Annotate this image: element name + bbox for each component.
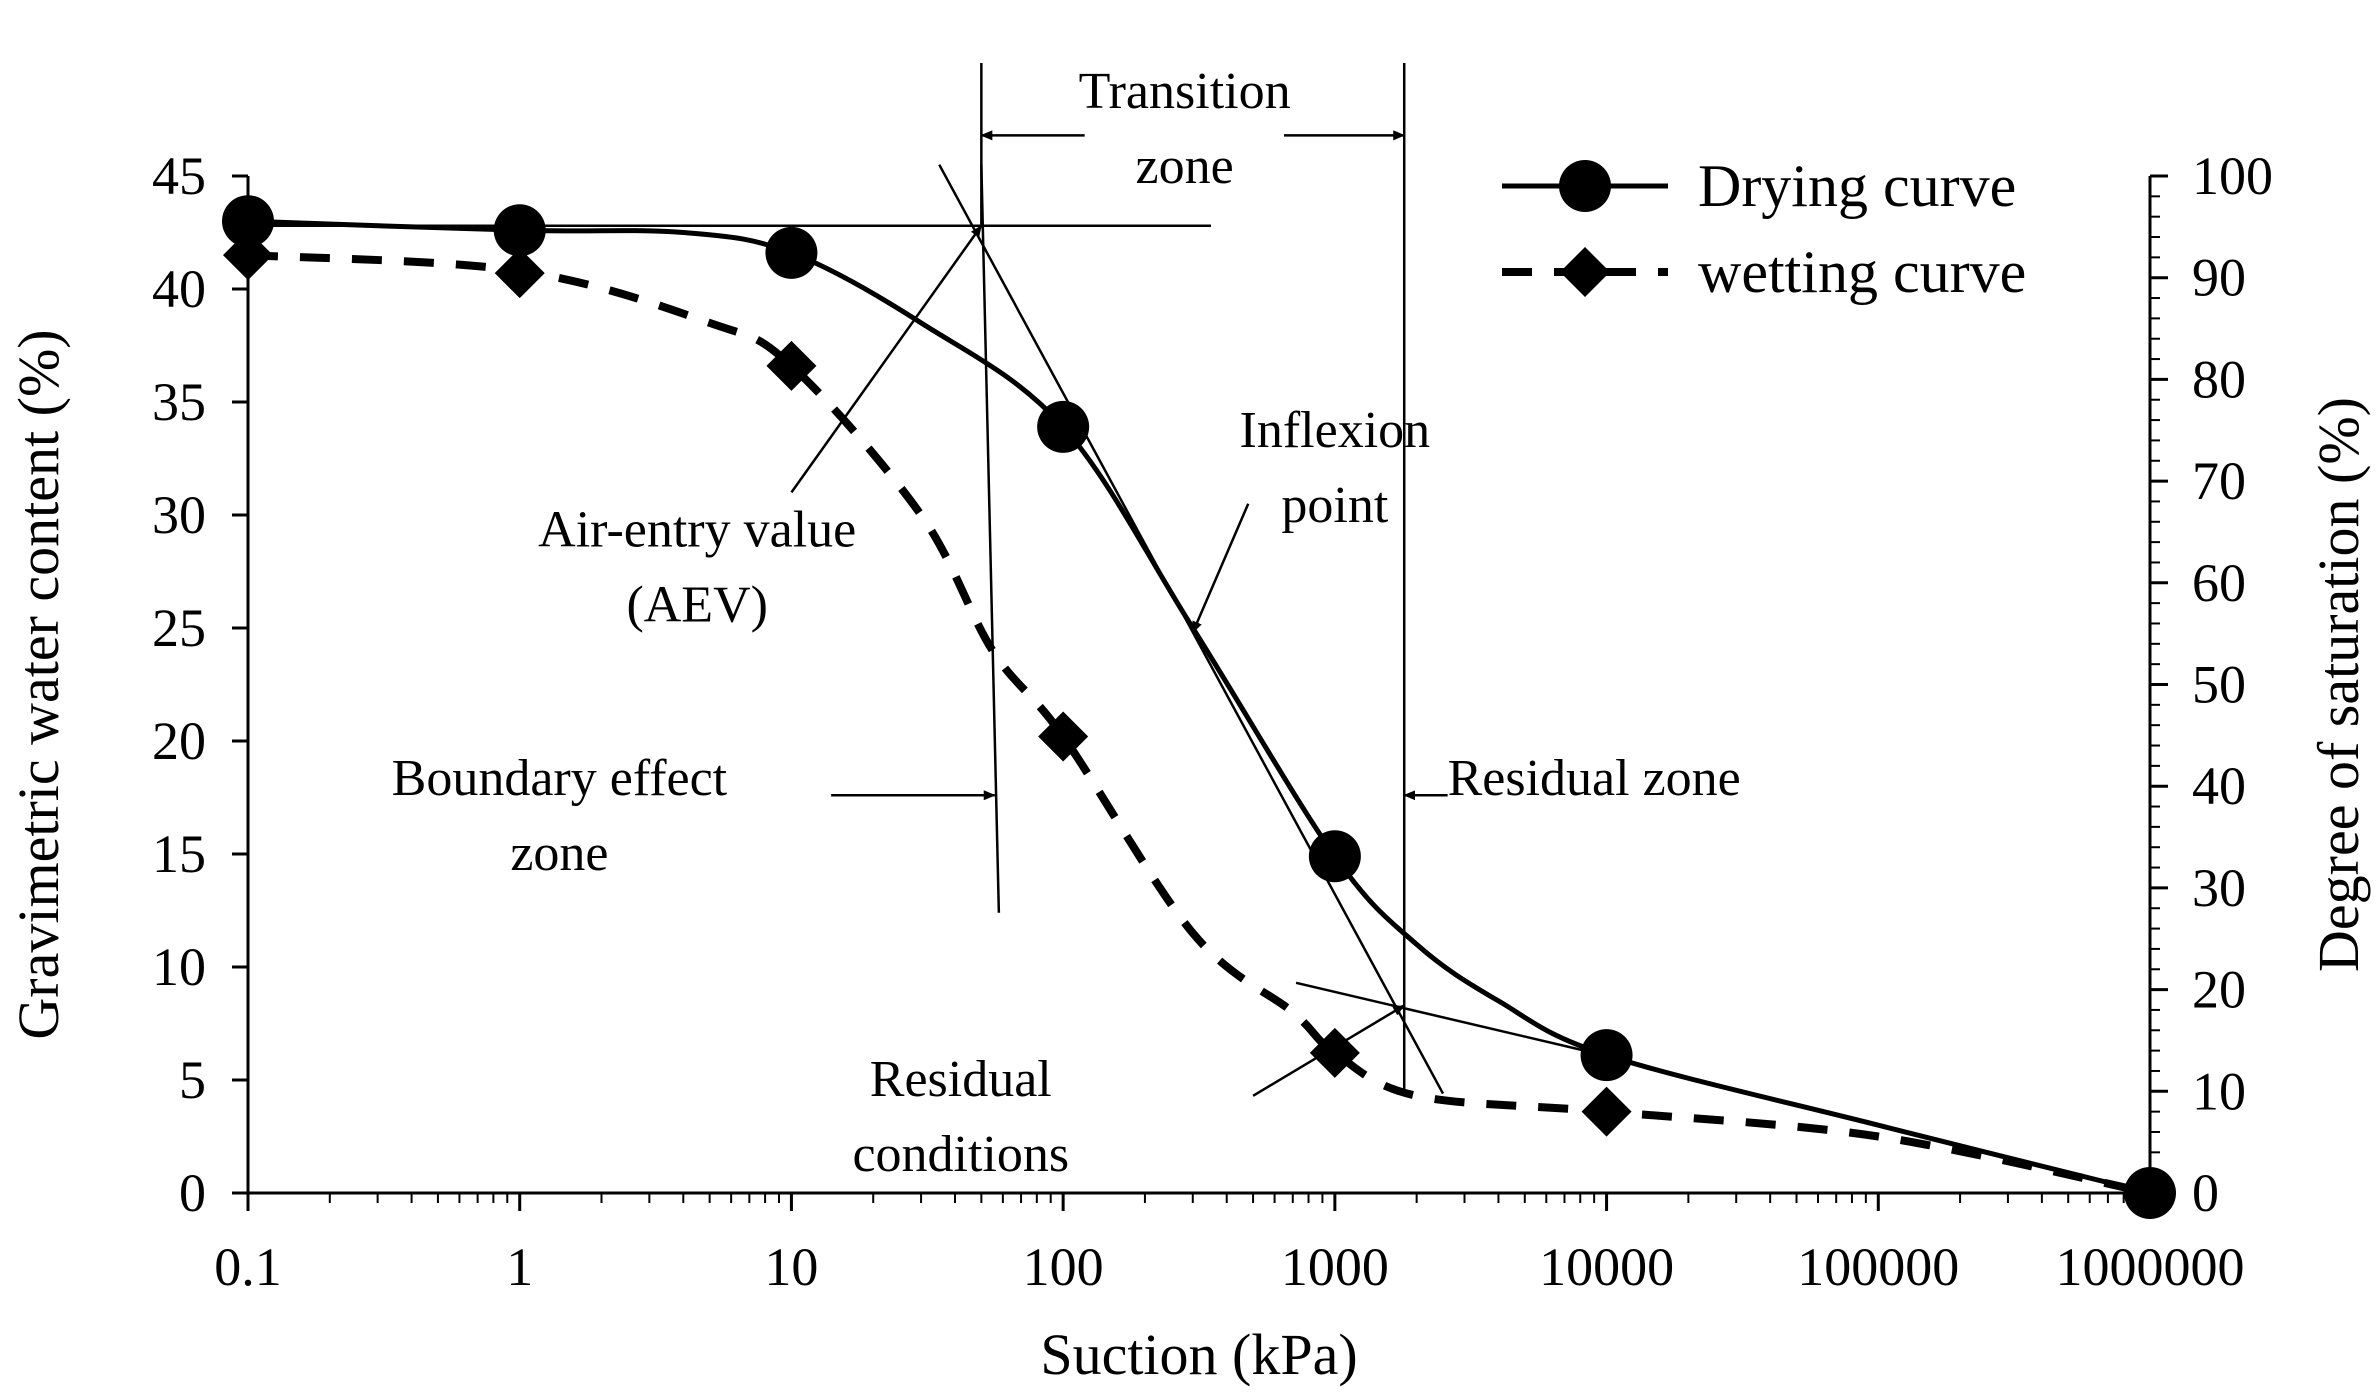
y-tick-label: 15 [152, 824, 206, 884]
boundary-line [980, 164, 1001, 913]
inflexion-arrow [1191, 503, 1250, 634]
drying-curve-point [1308, 830, 1361, 883]
wetting-curve-point [223, 230, 273, 281]
residual-conditions-label-line: Residual [870, 1051, 1052, 1108]
residual-zone-label-line: Residual zone [1448, 750, 1741, 807]
boundary-effect-zone-label-line: zone [510, 825, 608, 882]
x-tick-label: 10000 [1539, 1237, 1674, 1297]
drying-curve-point [1580, 1029, 1633, 1082]
y-tick-label: 35 [152, 372, 206, 432]
air-entry-value-label: Air-entry value (AEV) [538, 502, 856, 634]
legend-wetting-marker [1560, 247, 1610, 297]
y2-tick-label: 90 [2192, 248, 2246, 308]
boundary-effect-zone-label: Boundary effect zone [392, 750, 728, 882]
x-tick-label: 100000 [1797, 1237, 1959, 1297]
y2-tick-label: 80 [2192, 349, 2246, 409]
transition-zone-label: Transition zone [1079, 63, 1291, 195]
y-tick-label: 40 [152, 259, 206, 319]
transition-zone-label-line: zone [1136, 138, 1234, 195]
x-tick-label: 1000 [1281, 1237, 1389, 1297]
transition-zone-label-line: Transition [1079, 63, 1291, 120]
residual-conditions-label-line: conditions [852, 1126, 1069, 1183]
drying-curve-line [247, 218, 2151, 1196]
x-tick-label: 1 [506, 1237, 533, 1297]
y2-tick-label: 100 [2192, 146, 2273, 206]
residual-tangent [1295, 981, 1595, 1055]
y-tick-label: 30 [152, 485, 206, 545]
y2-axis-title: Degree of saturation (%) [2306, 397, 2371, 972]
drying-curve-point [1037, 400, 1090, 453]
axes-layer: 0.1 1 10 100 1000 10000 100000 1000000051015202… [6, 146, 2371, 1387]
inflexion-point-label-line: Inflexion [1240, 402, 1431, 459]
y2-tick-label: 0 [2192, 1163, 2219, 1223]
wetting-curve-point [494, 248, 545, 299]
y-tick-label: 45 [152, 146, 206, 206]
y2-tick-label: 70 [2192, 451, 2246, 511]
y-tick-label: 10 [152, 937, 206, 997]
x-axis-title: Suction (kPa) [1040, 1322, 1357, 1387]
y2-tick-label: 40 [2192, 756, 2246, 816]
y2-tick-label: 50 [2192, 655, 2246, 715]
x-tick-label: 1000000 [2056, 1237, 2245, 1297]
y2-tick-label: 30 [2192, 858, 2246, 918]
drying-curve-point [493, 204, 546, 257]
y2-tick-label: 60 [2192, 553, 2246, 613]
x-tick-label: 0.1 [214, 1237, 282, 1297]
drying-curve-point [765, 226, 818, 279]
wetting-curve-line [247, 251, 2151, 1197]
y2-tick-label: 20 [2192, 960, 2246, 1020]
wetting-curve-point [766, 340, 817, 391]
x-tick-label: 10 [764, 1237, 818, 1297]
legend-drying-marker [1559, 160, 1611, 212]
wetting-curve-point [1581, 1086, 1632, 1137]
y2-tick-label: 10 [2192, 1061, 2246, 1121]
reference-lines [248, 63, 1595, 1095]
annotations: Transition zone Inflexion point Air-entry va… [392, 63, 1741, 1183]
residual-conditions-arrow [1252, 1004, 1406, 1097]
y-tick-label: 25 [152, 598, 206, 658]
inflexion-point-label: Inflexion point [1240, 402, 1431, 534]
wetting-curve-point [1038, 711, 1089, 762]
air-entry-value-label-line: Air-entry value [538, 502, 856, 559]
wetting-curve-point [2125, 1168, 2175, 1218]
y-axis-title: Gravimetric water content (%) [6, 329, 71, 1039]
legend-wetting-label: wetting curve [1698, 239, 2026, 305]
drying-curve-point [222, 195, 274, 248]
x-tick-label: 100 [1023, 1237, 1104, 1297]
y-tick-label: 5 [179, 1050, 206, 1110]
residual-conditions-label: Residual conditions [852, 1051, 1069, 1183]
series-layer [222, 195, 2176, 1219]
residual-zone-label: Residual zone [1448, 750, 1741, 807]
y-tick-label: 0 [179, 1163, 206, 1223]
y-tick-label: 20 [152, 711, 206, 771]
boundary-effect-zone-label-line: Boundary effect [392, 750, 728, 807]
inflexion-point-label-line: point [1281, 477, 1388, 534]
legend: Drying curve wetting curve [1502, 153, 2026, 305]
air-entry-value-label-line: (AEV) [626, 577, 768, 634]
legend-drying-label: Drying curve [1698, 153, 2016, 219]
aev-arrow [790, 224, 983, 494]
